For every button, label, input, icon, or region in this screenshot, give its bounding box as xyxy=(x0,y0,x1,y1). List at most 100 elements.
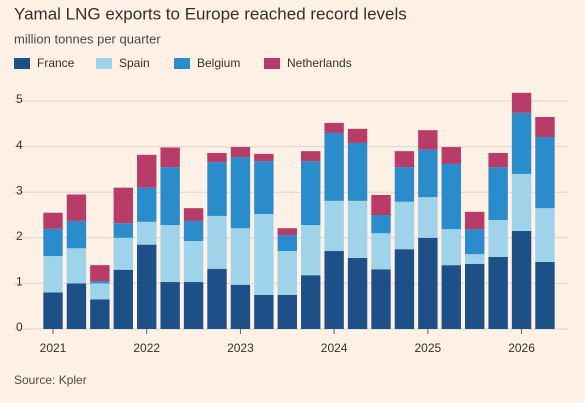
bar-segment xyxy=(347,128,368,143)
bar-segment xyxy=(371,215,391,234)
bar-segment xyxy=(465,229,485,255)
bar-segment xyxy=(488,152,508,168)
chart-title: Yamal LNG exports to Europe reached reco… xyxy=(14,4,407,23)
bar-segment xyxy=(465,254,485,264)
bar-segment xyxy=(230,157,251,229)
bar-segment xyxy=(137,154,157,188)
bar-segment xyxy=(511,230,532,329)
y-tick-label: 0 xyxy=(16,320,23,334)
bar-segment xyxy=(535,208,555,262)
bar-segment xyxy=(301,151,321,162)
bar-segment xyxy=(277,294,297,329)
bar-segment xyxy=(207,268,227,329)
legend-label: France xyxy=(37,56,75,70)
bar-segment xyxy=(90,299,110,329)
bar-segment xyxy=(301,225,321,276)
bar-segment xyxy=(207,215,227,269)
bar-segment xyxy=(347,257,368,329)
bar-segment xyxy=(347,200,368,258)
bar-segment xyxy=(488,256,508,329)
bar-segment xyxy=(113,237,133,270)
bar-segment xyxy=(324,251,344,329)
bar-segment xyxy=(230,284,251,329)
bar-segment xyxy=(254,214,274,295)
bar-segment xyxy=(488,167,508,221)
bar-segment xyxy=(277,251,297,295)
bar-segment xyxy=(113,187,133,224)
bar-segment xyxy=(394,167,415,202)
x-tick-label: 2023 xyxy=(227,341,254,355)
x-tick-label: 2025 xyxy=(414,341,441,355)
chart-subtitle: million tonnes per quarter xyxy=(14,31,161,46)
x-tick-label: 2024 xyxy=(321,341,348,355)
bar-segment xyxy=(160,167,180,226)
bar-segment xyxy=(43,256,63,293)
bar-segment xyxy=(511,92,532,113)
bar-segment xyxy=(418,149,438,198)
bar-segment xyxy=(66,283,87,329)
bar-segment xyxy=(324,122,344,133)
legend-label: Spain xyxy=(119,56,150,70)
legend-swatch xyxy=(264,58,280,69)
bar-segment xyxy=(160,282,180,329)
source: Source: Kpler xyxy=(14,373,87,387)
bar-segment xyxy=(277,228,297,236)
bar-segment xyxy=(371,269,391,329)
bar-segment xyxy=(113,223,133,238)
bar-segment xyxy=(418,197,438,238)
legend-label: Netherlands xyxy=(287,56,352,70)
bar-segment xyxy=(465,263,485,329)
bar-segment xyxy=(137,244,157,329)
bar-segment xyxy=(43,212,63,229)
bar-segment xyxy=(160,225,180,283)
bar-segment xyxy=(207,162,227,216)
bar-segment xyxy=(371,233,391,270)
bar-segment xyxy=(183,208,204,221)
bar-segment xyxy=(535,261,555,329)
bar-segment xyxy=(488,220,508,257)
bar-segment xyxy=(254,161,274,215)
bar-segment xyxy=(160,147,180,168)
x-tick-label: 2021 xyxy=(40,341,67,355)
bar-segment xyxy=(418,237,438,329)
bar-segment xyxy=(43,228,63,257)
bar-segment xyxy=(183,220,204,241)
bar-segment xyxy=(43,292,63,329)
bar-segment xyxy=(418,130,438,150)
legend-label: Belgium xyxy=(197,56,240,70)
bar-segment xyxy=(441,163,461,230)
bar-segment xyxy=(90,265,110,282)
bar-segment xyxy=(394,151,415,168)
bar-segment xyxy=(347,142,368,201)
bar-segment xyxy=(277,235,297,252)
bar-segment xyxy=(535,137,555,209)
bar-segment xyxy=(113,269,133,329)
legend-swatch xyxy=(14,58,30,69)
y-tick-label: 5 xyxy=(16,92,23,106)
bar-segment xyxy=(90,283,110,300)
legend-swatch xyxy=(96,58,112,69)
bar-segment xyxy=(230,147,251,158)
bar-segment xyxy=(254,153,274,162)
legend-swatch xyxy=(174,58,190,69)
bar-segment xyxy=(183,240,204,283)
bar-segment xyxy=(511,173,532,231)
bar-segment xyxy=(511,112,532,174)
bar-segment xyxy=(230,228,251,285)
bar-segment xyxy=(301,275,321,329)
bar-segment xyxy=(371,194,391,215)
legend: France Spain Belgium Netherlands xyxy=(14,56,352,70)
bar-segment xyxy=(207,152,227,163)
bar-segment xyxy=(183,282,204,329)
y-tick-label: 3 xyxy=(16,183,23,197)
bar-segment xyxy=(465,211,485,230)
x-tick-label: 2022 xyxy=(133,341,160,355)
bar-segment xyxy=(254,294,274,329)
bar-segment xyxy=(137,221,157,245)
bar-segment xyxy=(90,281,110,284)
bar-segment xyxy=(535,116,555,138)
bar-segment xyxy=(137,187,157,222)
bar-segment xyxy=(441,147,461,164)
y-tick-label: 4 xyxy=(16,138,23,152)
